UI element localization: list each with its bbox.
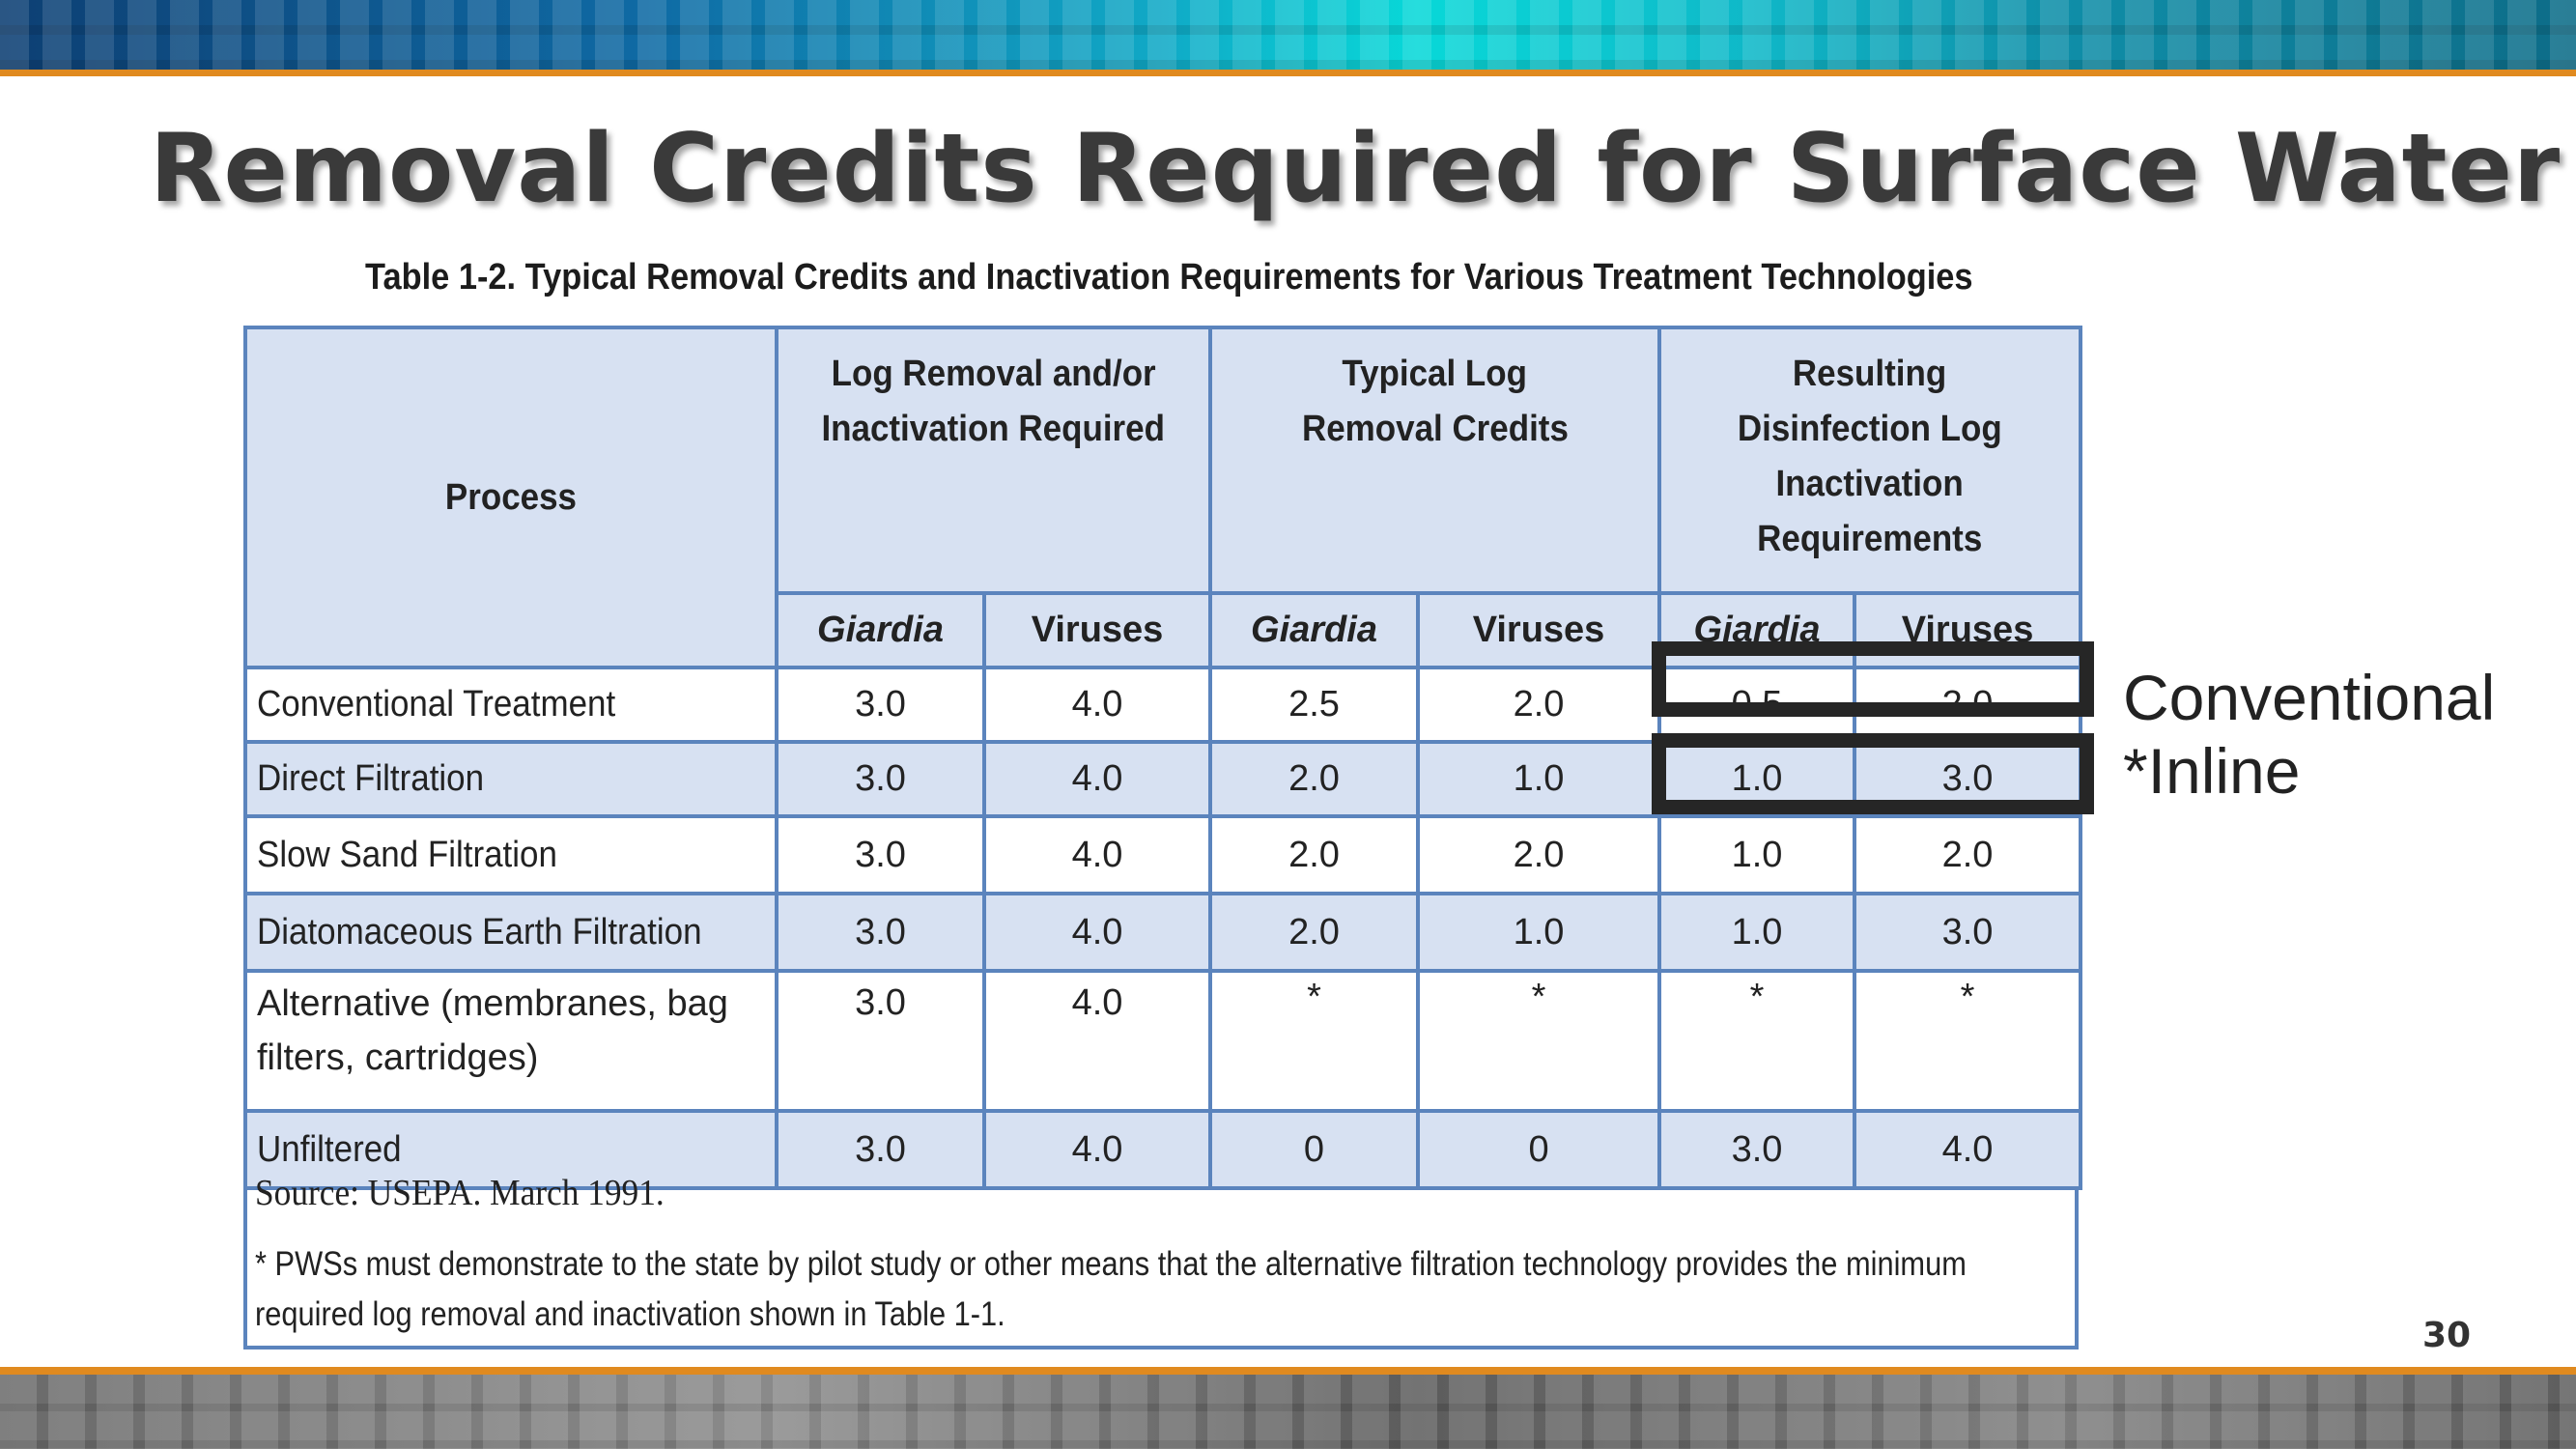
subheader-giardia: Giardia bbox=[1208, 591, 1420, 669]
bottom-banner bbox=[0, 1375, 2576, 1449]
annotation-inline: *Inline bbox=[2123, 735, 2301, 807]
top-banner bbox=[0, 0, 2576, 70]
header-resulting-requirements: Resulting Disinfection Log Inactivation … bbox=[1657, 326, 2083, 595]
top-accent-rule bbox=[0, 70, 2576, 76]
header-process: Process bbox=[243, 326, 778, 669]
value-cell: 3.0 bbox=[775, 892, 986, 973]
value-cell: 2.0 bbox=[1415, 814, 1662, 895]
removal-credits-table: Process Log Removal and/or Inactivation … bbox=[243, 326, 2083, 1190]
slide-title: Removal Credits Required for Surface Wat… bbox=[150, 114, 2562, 224]
value-cell: 3.0 bbox=[1853, 892, 2083, 973]
table-caption: Table 1-2. Typical Removal Credits and I… bbox=[365, 257, 1973, 298]
value-cell: 4.0 bbox=[982, 740, 1212, 818]
value-cell: 2.0 bbox=[1415, 666, 1662, 744]
process-cell: Alternative (membranes, bag filters, car… bbox=[243, 969, 778, 1113]
value-cell: 2.5 bbox=[1208, 666, 1420, 744]
value-cell: 2.0 bbox=[1208, 892, 1420, 973]
process-cell: Conventional Treatment bbox=[243, 666, 778, 744]
table-row: Direct Filtration 3.0 4.0 2.0 1.0 1.0 3.… bbox=[243, 740, 2083, 818]
banner-tile-pattern bbox=[0, 0, 2576, 70]
process-cell: Slow Sand Filtration bbox=[243, 814, 778, 895]
table-row: Alternative (membranes, bag filters, car… bbox=[243, 969, 2083, 1113]
value-cell: 3.0 bbox=[775, 740, 986, 818]
value-cell: 4.0 bbox=[982, 1109, 1212, 1190]
value-cell: * bbox=[1657, 969, 1857, 1113]
highlight-box-inline bbox=[1652, 733, 2094, 814]
value-cell: 4.0 bbox=[982, 814, 1212, 895]
table-subheader-row: Giardia Viruses Giardia Viruses Giardia … bbox=[245, 591, 2083, 669]
value-cell: 3.0 bbox=[1657, 1109, 1857, 1190]
value-cell: 2.0 bbox=[1208, 814, 1420, 895]
value-cell: 1.0 bbox=[1415, 740, 1662, 818]
process-cell: Diatomaceous Earth Filtration bbox=[243, 892, 778, 973]
header-log-removal: Log Removal and/or Inactivation Required bbox=[775, 326, 1212, 595]
value-cell: 2.0 bbox=[1853, 814, 2083, 895]
value-cell: 3.0 bbox=[775, 666, 986, 744]
value-cell: 0 bbox=[1208, 1109, 1420, 1190]
table-row: Unfiltered 3.0 4.0 0 0 3.0 4.0 bbox=[243, 1109, 2083, 1190]
bottom-accent-rule bbox=[0, 1367, 2576, 1375]
table-row: Diatomaceous Earth Filtration 3.0 4.0 2.… bbox=[243, 892, 2083, 973]
value-cell: 4.0 bbox=[1853, 1109, 2083, 1190]
subheader-viruses: Viruses bbox=[1415, 591, 1662, 669]
table-header-row: Process Log Removal and/or Inactivation … bbox=[243, 326, 2083, 669]
value-cell: 1.0 bbox=[1415, 892, 1662, 973]
subheader-viruses: Viruses bbox=[982, 591, 1212, 669]
value-cell: * bbox=[1415, 969, 1662, 1113]
value-cell: 3.0 bbox=[775, 1109, 986, 1190]
annotation-conventional: Conventional bbox=[2123, 662, 2496, 733]
value-cell: 3.0 bbox=[775, 969, 986, 1113]
value-cell: 4.0 bbox=[982, 969, 1212, 1113]
value-cell: 3.0 bbox=[775, 814, 986, 895]
table-footnote: * PWSs must demonstrate to the state by … bbox=[255, 1245, 1967, 1333]
process-cell: Direct Filtration bbox=[243, 740, 778, 818]
table-source-note: Source: USEPA. March 1991. bbox=[255, 1173, 665, 1213]
value-cell: * bbox=[1853, 969, 2083, 1113]
value-cell: * bbox=[1208, 969, 1420, 1113]
subheader-giardia: Giardia bbox=[775, 591, 986, 669]
banner-tile-pattern bbox=[0, 1375, 2576, 1449]
page-number: 30 bbox=[2422, 1316, 2472, 1355]
value-cell: 4.0 bbox=[982, 892, 1212, 973]
value-cell: 1.0 bbox=[1657, 814, 1857, 895]
table-row: Slow Sand Filtration 3.0 4.0 2.0 2.0 1.0… bbox=[243, 814, 2083, 895]
value-cell: 2.0 bbox=[1208, 740, 1420, 818]
process-cell: Unfiltered bbox=[243, 1109, 778, 1190]
highlight-box-conventional bbox=[1652, 641, 2094, 717]
value-cell: 0 bbox=[1415, 1109, 1662, 1190]
header-typical-credits: Typical Log Removal Credits bbox=[1207, 326, 1662, 595]
value-cell: 4.0 bbox=[982, 666, 1212, 744]
value-cell: 1.0 bbox=[1657, 892, 1857, 973]
